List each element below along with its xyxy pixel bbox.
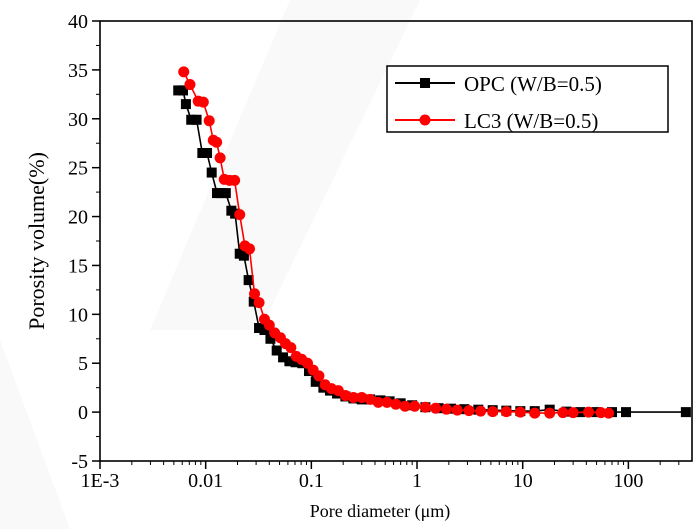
data-point [529, 407, 541, 419]
data-point [186, 114, 197, 125]
data-point [290, 357, 301, 368]
data-point [238, 250, 249, 261]
data-point [285, 342, 297, 354]
y-tick-label: 15 [68, 255, 88, 277]
watermark [0, 0, 420, 529]
data-point [278, 352, 289, 363]
data-point [229, 174, 241, 186]
data-point [271, 345, 282, 356]
data-point [234, 209, 246, 221]
data-point [259, 324, 270, 335]
data-point [419, 401, 431, 413]
y-tick-label: 20 [68, 207, 88, 229]
data-point [263, 319, 275, 331]
x-axis-label: Pore diameter (μm) [310, 501, 451, 522]
y-tick-label: 10 [68, 304, 88, 326]
data-point [206, 167, 217, 178]
y-tick-label: 40 [68, 11, 88, 33]
data-point [390, 398, 402, 410]
data-point [557, 407, 569, 419]
data-point [463, 405, 475, 417]
y-tick-label: 30 [68, 109, 88, 131]
data-point [202, 148, 213, 158]
data-point [487, 406, 499, 418]
data-point [313, 370, 325, 382]
legend-marker-opc [420, 78, 430, 88]
data-point [184, 79, 196, 91]
x-tick-label: 10 [513, 470, 533, 492]
data-point [214, 152, 226, 164]
data-point [583, 406, 595, 418]
data-point [211, 136, 223, 148]
y-tick-label: -5 [71, 451, 88, 473]
x-tick-label: 1E-3 [81, 470, 120, 492]
data-point [603, 407, 615, 419]
x-tick-label: 100 [613, 470, 643, 492]
data-point [310, 376, 321, 387]
axes: 1E-3 0.01 0.1 1 10 100 -5 0 5 10 15 20 25 30 35 40 [68, 11, 680, 492]
data-point [409, 400, 421, 412]
data-point [220, 188, 231, 199]
legend-label-opc: OPC (W/B=0.5) [464, 72, 602, 96]
data-point [680, 407, 691, 418]
data-point [621, 407, 632, 418]
data-point [372, 396, 384, 408]
data-point [178, 66, 190, 78]
data-point [399, 400, 411, 412]
data-point [243, 275, 254, 286]
data-point [197, 96, 209, 108]
data-point [347, 391, 359, 403]
data-point [567, 407, 579, 419]
data-point [253, 297, 265, 309]
data-point [451, 404, 463, 416]
data-point [265, 333, 276, 344]
data-point [244, 243, 256, 255]
data-point [177, 85, 188, 96]
legend-marker-lc3 [419, 114, 431, 126]
data-point [356, 391, 368, 403]
y-axis-label: Porosity volume(%) [24, 152, 49, 330]
data-point [254, 323, 265, 334]
legend-label-lc3: LC3 (W/B=0.5) [464, 109, 598, 133]
data-point [180, 99, 191, 110]
data-point [440, 403, 452, 415]
x-tick-label: 1 [412, 470, 422, 492]
series-lc3 [178, 66, 615, 419]
data-point [475, 405, 487, 417]
x-tick-label: 0.01 [188, 470, 223, 492]
y-tick-label: 35 [68, 60, 88, 82]
x-tick-label: 0.1 [299, 470, 324, 492]
y-tick-label: 5 [78, 353, 88, 375]
y-tick-label: 0 [78, 402, 88, 424]
data-point [203, 115, 215, 127]
data-point [284, 356, 295, 367]
data-point [500, 406, 512, 418]
data-point [191, 114, 202, 125]
data-point [381, 396, 393, 408]
legend: OPC (W/B=0.5) LC3 (W/B=0.5) [386, 65, 669, 133]
data-point [544, 407, 556, 419]
data-point [514, 406, 526, 418]
y-tick-label: 25 [68, 158, 88, 180]
plot-area [173, 66, 691, 419]
data-point [249, 288, 261, 300]
data-point [430, 402, 442, 414]
